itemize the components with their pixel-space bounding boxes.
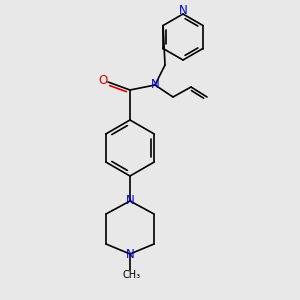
Text: N: N <box>126 248 134 260</box>
Text: N: N <box>126 194 134 208</box>
Text: N: N <box>151 79 159 92</box>
Text: CH₃: CH₃ <box>123 270 141 280</box>
Text: N: N <box>178 4 188 17</box>
Text: O: O <box>98 74 108 86</box>
